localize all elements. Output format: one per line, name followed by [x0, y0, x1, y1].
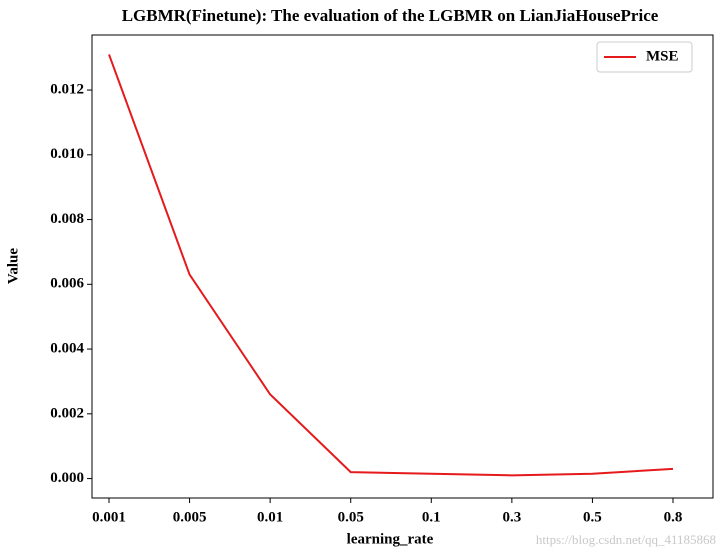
x-tick-label: 0.005 [173, 509, 207, 525]
y-tick-label: 0.012 [50, 81, 84, 97]
y-tick-label: 0.010 [50, 146, 84, 162]
x-tick-label: 0.1 [422, 509, 441, 525]
y-tick-label: 0.006 [50, 276, 84, 292]
x-tick-label: 0.3 [502, 509, 521, 525]
x-tick-label: 0.001 [92, 509, 126, 525]
y-tick-label: 0.008 [50, 211, 84, 227]
y-tick-label: 0.000 [50, 470, 84, 486]
legend-label: MSE [646, 48, 679, 64]
y-tick-label: 0.002 [50, 405, 84, 421]
y-tick-label: 0.004 [50, 341, 84, 357]
line [108, 54, 674, 477]
chart-title: LGBMR(Finetune): The evaluation of the L… [122, 6, 659, 25]
x-tick-label: 0.01 [257, 509, 283, 525]
x-tick-label: 0.05 [338, 509, 364, 525]
x-tick-label: 0.8 [664, 509, 683, 525]
legend-box [596, 41, 693, 73]
y-axis-label: Value [5, 248, 21, 284]
watermark: https://blog.csdn.net/qq_41185868 [536, 532, 716, 547]
x-tick-label: 0.5 [583, 509, 602, 525]
x-axis-label: learning_rate [347, 531, 434, 547]
plot-frame [91, 34, 714, 499]
